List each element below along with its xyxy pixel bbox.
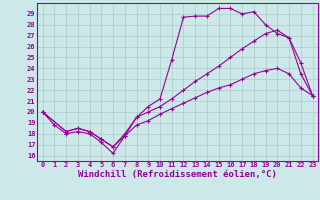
X-axis label: Windchill (Refroidissement éolien,°C): Windchill (Refroidissement éolien,°C) <box>78 170 277 179</box>
